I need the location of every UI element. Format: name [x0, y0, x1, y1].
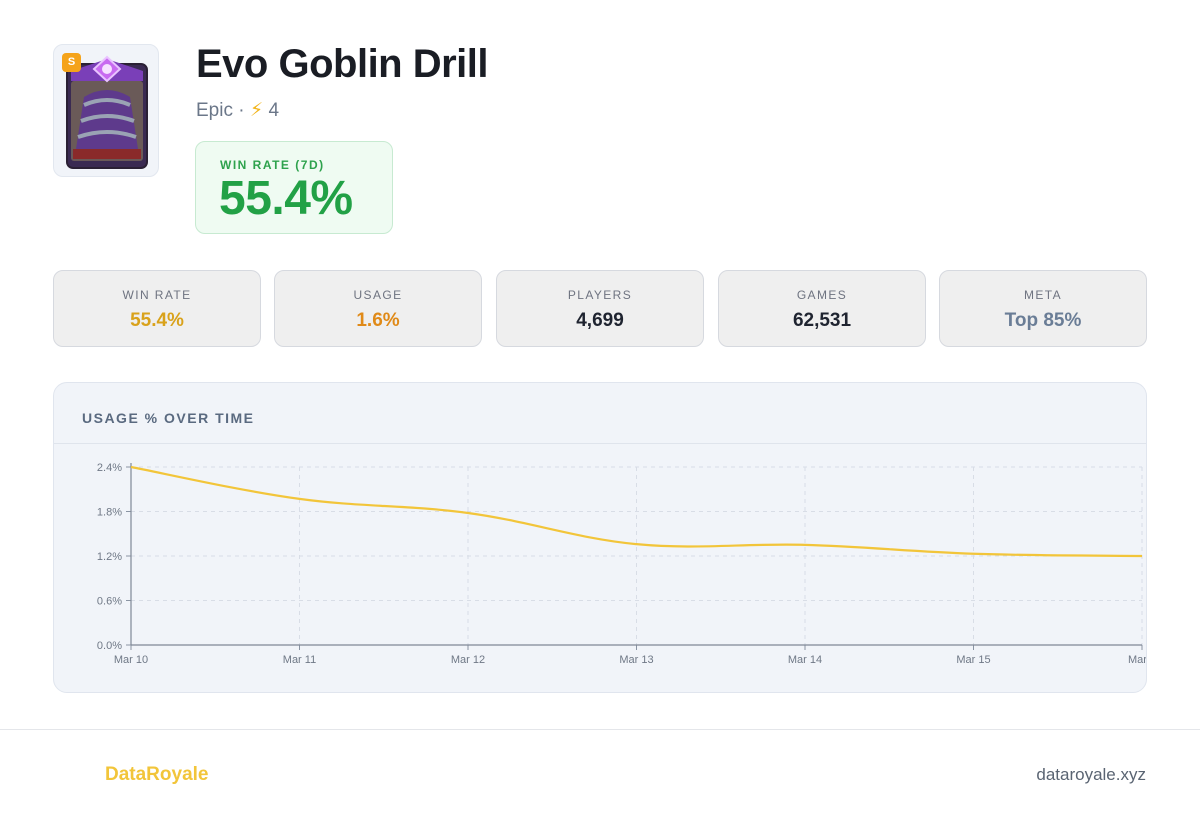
stat-value: Top 85% [1004, 310, 1082, 331]
card-image: S [53, 44, 159, 177]
separator: · [238, 100, 245, 121]
card-subtitle: Epic · ⚡ 4 [196, 99, 279, 122]
y-tick-label: 0.0% [97, 640, 122, 652]
elixir-icon: ⚡ [249, 100, 264, 121]
y-tick-label: 1.2% [97, 551, 122, 563]
site-url[interactable]: dataroyale.xyz [1036, 765, 1146, 784]
goblin-drill-card-art [66, 55, 148, 169]
stat-value: 62,531 [792, 310, 852, 331]
x-tick-label: Mar 11 [283, 654, 316, 666]
x-tick-label: Mar 14 [788, 654, 822, 666]
x-tick-label: Mar 12 [451, 654, 485, 666]
usage-chart-panel: USAGE % OVER TIME 0.0% 0.6% 1.2% 1.8% 2.4% Ma… [53, 382, 1147, 693]
footer-divider [0, 729, 1200, 730]
chart-title: USAGE % OVER TIME [82, 410, 255, 426]
stat-value: 4,699 [576, 310, 624, 331]
y-tick-label: 1.8% [97, 507, 122, 519]
tier-badge: S [62, 53, 81, 72]
x-tick-label: Mar 15 [956, 654, 990, 666]
stat-value: 1.6% [356, 310, 400, 331]
brand-logo-text[interactable]: DataRoyale [105, 764, 209, 785]
card-title: Evo Goblin Drill [196, 42, 489, 86]
x-tick-label: Mar 10 [114, 654, 148, 666]
x-tick-label: Mar 13 [619, 654, 653, 666]
stat-win-rate: WIN RATE 55.4% [53, 270, 261, 347]
win-rate-headline: WIN RATE (7D) 55.4% [195, 141, 393, 234]
usage-series-line [130, 465, 1143, 558]
stat-meta: META Top 85% [939, 270, 1147, 347]
stat-label: META [1023, 288, 1063, 302]
chart-divider [54, 443, 1146, 444]
stat-usage: USAGE 1.6% [274, 270, 482, 347]
stat-label: GAMES [796, 288, 848, 302]
win-rate-headline-value: 55.4% [219, 172, 353, 225]
elixir-cost: 4 [268, 100, 280, 121]
stat-value: 55.4% [130, 310, 184, 331]
rarity-label: Epic [196, 100, 233, 121]
stat-label: WIN RATE [122, 288, 192, 302]
win-rate-headline-label: WIN RATE (7D) [220, 158, 325, 172]
stat-label: USAGE [353, 288, 403, 302]
x-tick-label: Mar 1 [1128, 654, 1147, 666]
stat-games: GAMES 62,531 [718, 270, 926, 347]
stat-label: PLAYERS [567, 288, 633, 302]
stat-players: PLAYERS 4,699 [496, 270, 704, 347]
y-tick-label: 2.4% [97, 462, 122, 474]
usage-line-chart: 0.0% 0.6% 1.2% 1.8% 2.4% Mar 10 Mar 11 Mar 12 Ma… [97, 462, 1147, 666]
y-tick-label: 0.6% [97, 596, 122, 608]
